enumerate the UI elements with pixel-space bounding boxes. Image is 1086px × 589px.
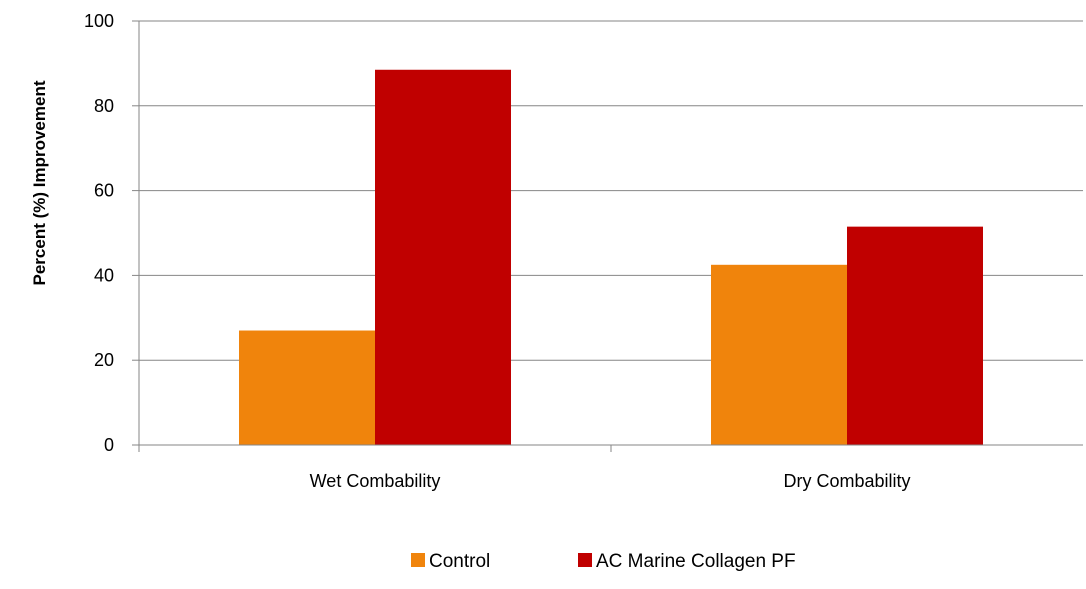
- bar-ac-marine-collagen-pf-1: [847, 226, 983, 445]
- bar-control-0: [239, 330, 375, 445]
- y-tick-label: 60: [94, 181, 114, 201]
- y-tick-label: 40: [94, 265, 114, 285]
- bar-control-1: [711, 264, 847, 445]
- bar-ac-marine-collagen-pf-0: [375, 69, 511, 445]
- y-tick-label: 20: [94, 350, 114, 370]
- y-tick-label: 0: [104, 435, 114, 455]
- legend-label: AC Marine Collagen PF: [596, 551, 796, 572]
- x-tick-labels: Wet Combability Dry Combability: [310, 471, 911, 491]
- legend-swatch: [578, 553, 592, 567]
- x-tick-label: Wet Combability: [310, 471, 441, 491]
- axes: [132, 20, 1083, 452]
- y-axis-title: Percent (%) Improvement: [30, 80, 49, 285]
- y-tick-label: 80: [94, 96, 114, 116]
- bars: [239, 69, 983, 445]
- x-tick-label: Dry Combability: [783, 471, 910, 491]
- legend-swatch: [411, 553, 425, 567]
- y-tick-label: 100: [84, 11, 114, 31]
- y-tick-labels: 0 20 40 60 80 100: [84, 11, 114, 455]
- legend: Control AC Marine Collagen PF: [411, 551, 796, 572]
- legend-label: Control: [429, 551, 490, 572]
